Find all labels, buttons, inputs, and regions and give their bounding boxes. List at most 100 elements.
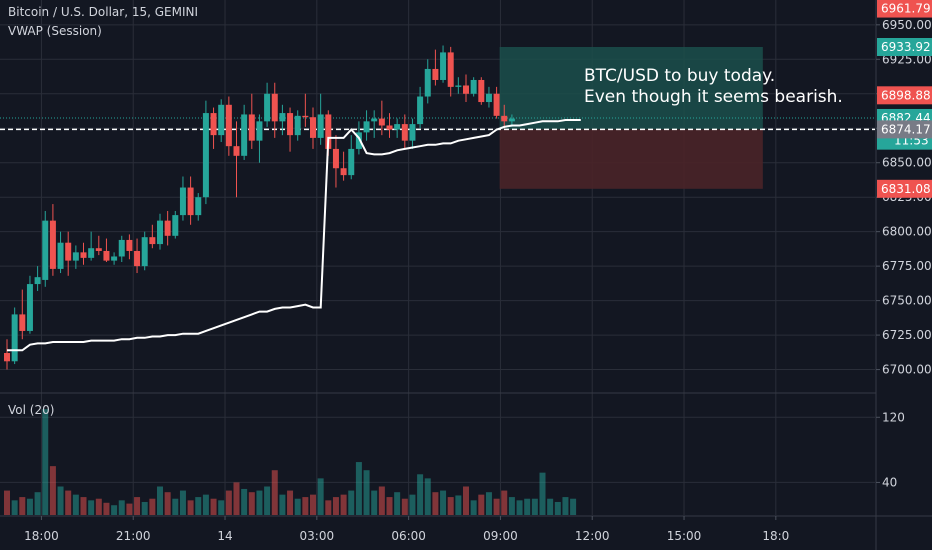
- candle: [65, 242, 72, 261]
- volume-bar: [455, 495, 462, 515]
- candle: [172, 215, 179, 236]
- volume-bar: [302, 497, 309, 515]
- x-tick-label: 14: [217, 529, 232, 543]
- volume-bar: [256, 490, 263, 515]
- x-tick-label: 18:0: [762, 529, 789, 543]
- volume-bar: [248, 492, 255, 515]
- x-tick-label: 03:00: [300, 529, 335, 543]
- candle: [126, 239, 133, 251]
- candle: [325, 114, 332, 149]
- y-tick-label: 6725.00: [882, 328, 932, 342]
- volume-bar: [49, 466, 56, 515]
- symbol-title: Bitcoin / U.S. Dollar, 15, GEMINI: [8, 5, 199, 19]
- price-axis: [876, 0, 932, 550]
- candle: [233, 146, 240, 156]
- candle: [409, 124, 416, 141]
- volume-bar: [554, 501, 561, 515]
- volume-bar: [524, 498, 531, 515]
- price-label: 6831.08: [881, 182, 931, 196]
- volume-bar: [218, 500, 225, 515]
- volume-bar: [355, 462, 362, 515]
- volume-bar: [164, 492, 171, 515]
- candle: [310, 117, 316, 138]
- candle: [264, 93, 271, 122]
- candle: [103, 250, 110, 261]
- x-tick-label: 09:00: [483, 529, 518, 543]
- candle: [164, 220, 171, 236]
- candle: [470, 79, 477, 94]
- volume-bar: [332, 497, 339, 515]
- candle: [80, 252, 87, 258]
- volume-bar: [493, 498, 500, 515]
- price-label: 6933.92: [881, 40, 931, 54]
- volume-bar: [409, 494, 416, 515]
- volume-bar: [371, 490, 378, 515]
- volume-bar: [279, 494, 286, 515]
- candle: [478, 79, 485, 103]
- volume-bar: [317, 478, 324, 515]
- x-tick-label: 12:00: [575, 529, 610, 543]
- volume-bar: [271, 470, 278, 515]
- candle: [287, 113, 294, 136]
- candle: [241, 114, 248, 156]
- candle: [210, 113, 217, 136]
- candle: [19, 314, 26, 331]
- candle: [363, 121, 370, 133]
- price-label-bg: [877, 120, 932, 139]
- x-tick-label: 18:00: [24, 529, 59, 543]
- y-tick-label: 6850.00: [882, 156, 932, 170]
- candle: [271, 93, 278, 122]
- volume-bar: [88, 500, 95, 515]
- price-label-bg: [877, 0, 932, 18]
- target-zone: [499, 46, 763, 130]
- y-tick-label: 6950.00: [882, 18, 932, 32]
- volume-bar: [516, 500, 523, 515]
- volume-bar: [508, 497, 515, 515]
- candle: [57, 242, 64, 269]
- chart-annotation[interactable]: BTC/USD to buy today. Even though it see…: [584, 66, 843, 108]
- candle: [317, 114, 324, 138]
- candle: [386, 125, 393, 130]
- candle: [72, 252, 79, 261]
- volume-bar: [157, 486, 163, 515]
- volume-bar: [42, 409, 49, 515]
- candle: [447, 52, 454, 87]
- volume-bar: [95, 498, 102, 515]
- volume-bar: [294, 498, 301, 515]
- price-label: 6961.79: [881, 2, 931, 16]
- y-tick-label: 6775.00: [882, 259, 932, 273]
- volume-bar: [310, 494, 316, 515]
- volume-bar: [325, 500, 332, 515]
- candle: [256, 121, 263, 141]
- x-tick-label: 06:00: [391, 529, 426, 543]
- volume-bar: [26, 498, 33, 515]
- volume-bar: [447, 497, 454, 515]
- y-tick-label: 6800.00: [882, 225, 932, 239]
- volume-bar: [547, 498, 554, 515]
- price-label-bg: [877, 86, 932, 105]
- volume-bar: [195, 497, 202, 515]
- volume-bar: [386, 497, 393, 515]
- volume-bar: [19, 497, 26, 515]
- vwap-indicator-label[interactable]: VWAP (Session): [8, 24, 102, 38]
- volume-indicator-label[interactable]: Vol (20): [8, 403, 55, 417]
- y-tick-label: 6750.00: [882, 294, 932, 308]
- volume-bar: [478, 494, 485, 515]
- volume-bar: [202, 494, 209, 515]
- volume-bar: [264, 486, 271, 515]
- volume-bar: [118, 500, 125, 515]
- volume-bar: [363, 470, 370, 515]
- candle: [355, 132, 362, 149]
- candle: [225, 104, 232, 147]
- y-tick-label: 6700.00: [882, 363, 932, 377]
- volume-bar: [11, 500, 18, 515]
- volume-bar: [401, 498, 408, 515]
- volume-bar: [463, 486, 469, 515]
- volume-bar: [187, 500, 194, 515]
- candle: [294, 115, 301, 136]
- volume-bar: [562, 497, 569, 515]
- candle: [218, 104, 225, 136]
- volume-bar: [485, 492, 492, 515]
- x-tick-label: 15:00: [667, 529, 702, 543]
